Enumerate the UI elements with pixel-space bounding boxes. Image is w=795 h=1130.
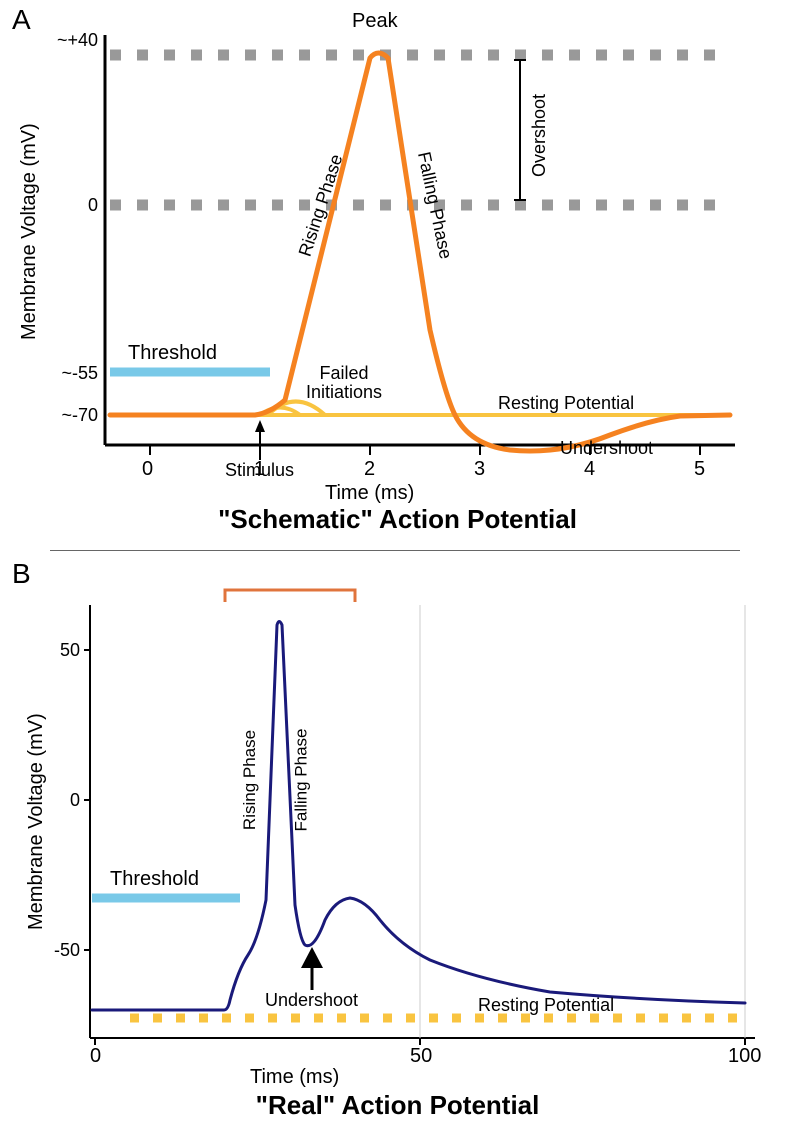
xtick-b-2: 100 (728, 1045, 761, 1068)
ylabel-b: Membrane Voltage (mV) (25, 713, 48, 930)
annot-rising-b: Rising Phase (240, 730, 260, 830)
annot-threshold-b: Threshold (110, 868, 199, 891)
annot-falling-b: Falling Phase (292, 728, 312, 831)
xtick-b-0: 0 (90, 1045, 101, 1068)
undershoot-arrowhead (301, 947, 323, 968)
xtick-b-1: 50 (410, 1045, 432, 1068)
action-potential-curve-b (92, 622, 745, 1011)
title-b: "Real" Action Potential (0, 1090, 795, 1121)
stim-bracket (225, 590, 355, 602)
annot-resting-b: Resting Potential (478, 995, 614, 1016)
xlabel-b: Time (ms) (250, 1066, 339, 1089)
panel-b-chart (0, 0, 795, 1130)
annot-undershoot-b: Undershoot (265, 990, 358, 1011)
